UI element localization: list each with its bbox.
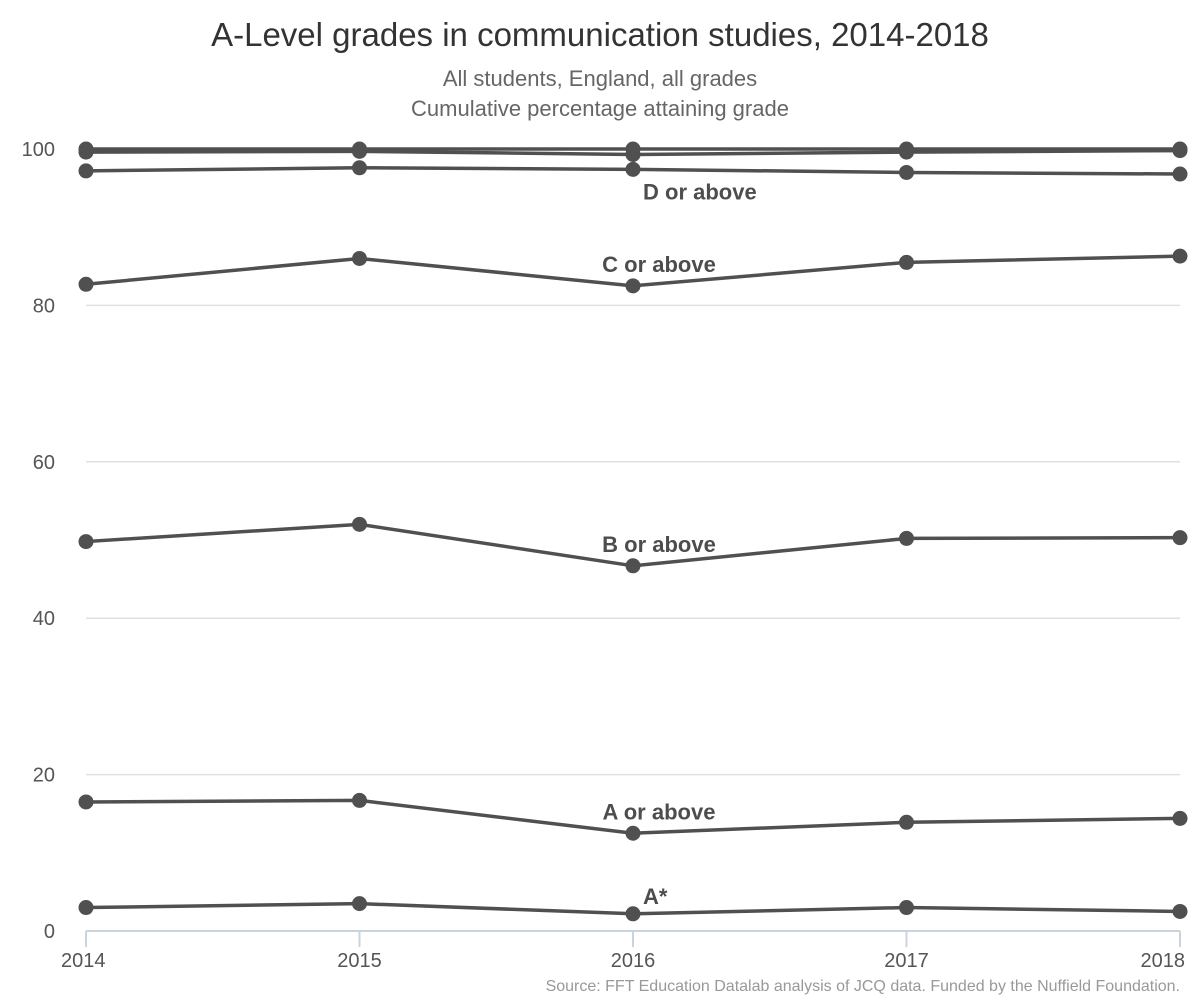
source-note: Source: FFT Education Datalab analysis o…: [546, 978, 1180, 995]
series-label: A or above: [603, 799, 716, 824]
data-point: [78, 794, 94, 810]
axes: 0 20 40 60 80 100 2014 2015 2016 2017 2018: [22, 139, 1185, 972]
series-group: [78, 141, 1188, 922]
series-labels: A* A or above B or above C or above D or abo…: [602, 179, 757, 908]
data-point: [78, 163, 94, 179]
data-point: [352, 896, 367, 912]
gridlines: [86, 148, 1180, 776]
data-point: [352, 516, 367, 532]
data-point: [899, 814, 914, 830]
chart-subtitle-line-2: Cumulative percentage attaining grade: [411, 96, 789, 121]
data-point: [899, 141, 914, 157]
data-point: [625, 141, 641, 157]
x-tick-label: 2018: [1141, 950, 1186, 972]
data-point: [78, 900, 94, 916]
data-point: [899, 164, 914, 180]
data-point: [78, 141, 94, 157]
y-tick-label: 60: [33, 452, 55, 474]
x-tick-label: 2016: [611, 950, 656, 972]
y-tick-label: 80: [33, 295, 55, 317]
series-label: B or above: [602, 532, 716, 557]
x-tick-label: 2015: [337, 950, 382, 972]
data-point: [1172, 166, 1188, 182]
data-point: [1172, 810, 1188, 826]
series-label: A*: [643, 884, 668, 909]
y-tick-label: 20: [33, 765, 55, 787]
data-point: [625, 278, 641, 294]
x-tick-label: 2014: [61, 950, 106, 972]
y-tick-label: 0: [44, 921, 55, 943]
data-point: [625, 825, 641, 841]
chart-subtitle-line-1: All students, England, all grades: [443, 66, 757, 91]
data-point: [625, 906, 641, 922]
data-point: [899, 900, 914, 916]
y-tick-label: 40: [33, 608, 55, 630]
data-point: [899, 254, 914, 270]
data-point: [352, 160, 367, 176]
data-point: [1172, 248, 1188, 264]
data-point: [625, 558, 641, 574]
data-point: [352, 141, 367, 157]
data-point: [899, 530, 914, 546]
x-tick-label: 2017: [884, 950, 929, 972]
series-label: D or above: [643, 179, 757, 204]
chart-title: A-Level grades in communication studies,…: [211, 16, 989, 53]
data-point: [1172, 903, 1188, 919]
data-point: [352, 250, 367, 266]
data-point: [625, 161, 641, 177]
data-point: [352, 792, 367, 808]
data-point: [1172, 530, 1188, 546]
series-label: C or above: [602, 252, 716, 277]
data-point: [78, 276, 94, 292]
data-point: [78, 534, 94, 550]
y-tick-label: 100: [22, 139, 55, 161]
data-point: [1172, 141, 1188, 157]
